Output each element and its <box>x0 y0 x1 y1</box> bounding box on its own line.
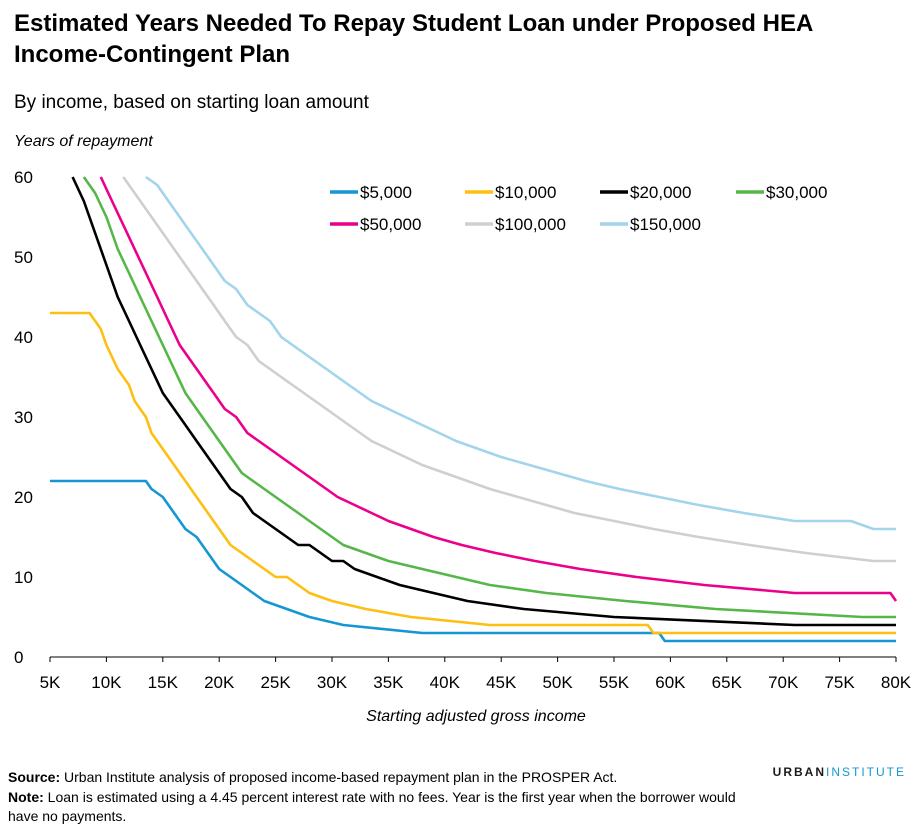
x-tick-label: 20K <box>204 673 235 692</box>
chart-title: Estimated Years Needed To Repay Student … <box>14 10 813 68</box>
x-tick-label: 25K <box>260 673 291 692</box>
x-tick-label: 55K <box>599 673 630 692</box>
x-tick-label: 80K <box>881 673 912 692</box>
chart-subtitle: By income, based on starting loan amount <box>14 92 369 113</box>
x-tick-label: 15K <box>148 673 179 692</box>
x-tick-label: 35K <box>373 673 404 692</box>
method-note: Note: Loan is estimated using a 4.45 per… <box>8 788 736 825</box>
y-tick-label: 50 <box>14 248 33 267</box>
series-line <box>99 176 898 602</box>
x-tick-label: 45K <box>486 673 517 692</box>
x-tick-label: 40K <box>430 673 461 692</box>
series-line <box>82 176 896 619</box>
x-tick-label: 70K <box>768 673 799 692</box>
legend-label: $5,000 <box>360 183 412 202</box>
urban-institute-logo: URBANINSTITUTE <box>772 765 906 779</box>
series-line <box>145 175 896 531</box>
series-line <box>50 479 896 643</box>
x-tick-label: 75K <box>824 673 855 692</box>
legend-label: $10,000 <box>495 183 556 202</box>
x-tick-label: 65K <box>712 673 743 692</box>
x-axis-label: Starting adjusted gross income <box>366 708 586 725</box>
series-line <box>122 176 896 563</box>
legend-label: $20,000 <box>630 183 691 202</box>
x-tick-label: 5K <box>40 673 61 692</box>
series-line <box>71 176 896 627</box>
legend-label: $100,000 <box>495 215 566 234</box>
legend-label: $150,000 <box>630 215 701 234</box>
x-tick-label: 30K <box>317 673 348 692</box>
series-line <box>50 311 896 635</box>
source-note: Source: Urban Institute analysis of prop… <box>8 769 618 785</box>
line-chart: 5K 10K 15K 20K 25K 30K 35K 40K 45K 50K 55K 60K 65K 70… <box>14 168 912 692</box>
y-tick-label: 30 <box>14 408 33 427</box>
x-tick-label: 10K <box>91 673 122 692</box>
y-tick-label: 60 <box>14 168 33 187</box>
x-tick-label: 50K <box>542 673 573 692</box>
y-tick-label: 40 <box>14 328 33 347</box>
legend-label: $50,000 <box>360 215 421 234</box>
y-axis-label: Years of repayment <box>14 133 153 150</box>
footnotes: Source: Urban Institute analysis of prop… <box>8 768 748 827</box>
x-tick-label: 60K <box>655 673 686 692</box>
y-tick-label: 10 <box>14 568 33 587</box>
legend-label: $30,000 <box>766 183 827 202</box>
y-tick-label: 20 <box>14 488 33 507</box>
y-tick-label: 0 <box>14 648 23 667</box>
